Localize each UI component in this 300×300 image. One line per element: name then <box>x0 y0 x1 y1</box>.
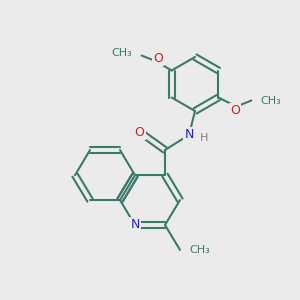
Text: N: N <box>184 128 194 142</box>
Text: O: O <box>230 104 240 118</box>
Text: CH₃: CH₃ <box>260 95 281 106</box>
Text: N: N <box>130 218 140 232</box>
Text: O: O <box>135 125 144 139</box>
Text: H: H <box>200 133 208 143</box>
Text: CH₃: CH₃ <box>189 245 210 255</box>
Text: O: O <box>153 52 163 65</box>
Text: CH₃: CH₃ <box>112 47 133 58</box>
